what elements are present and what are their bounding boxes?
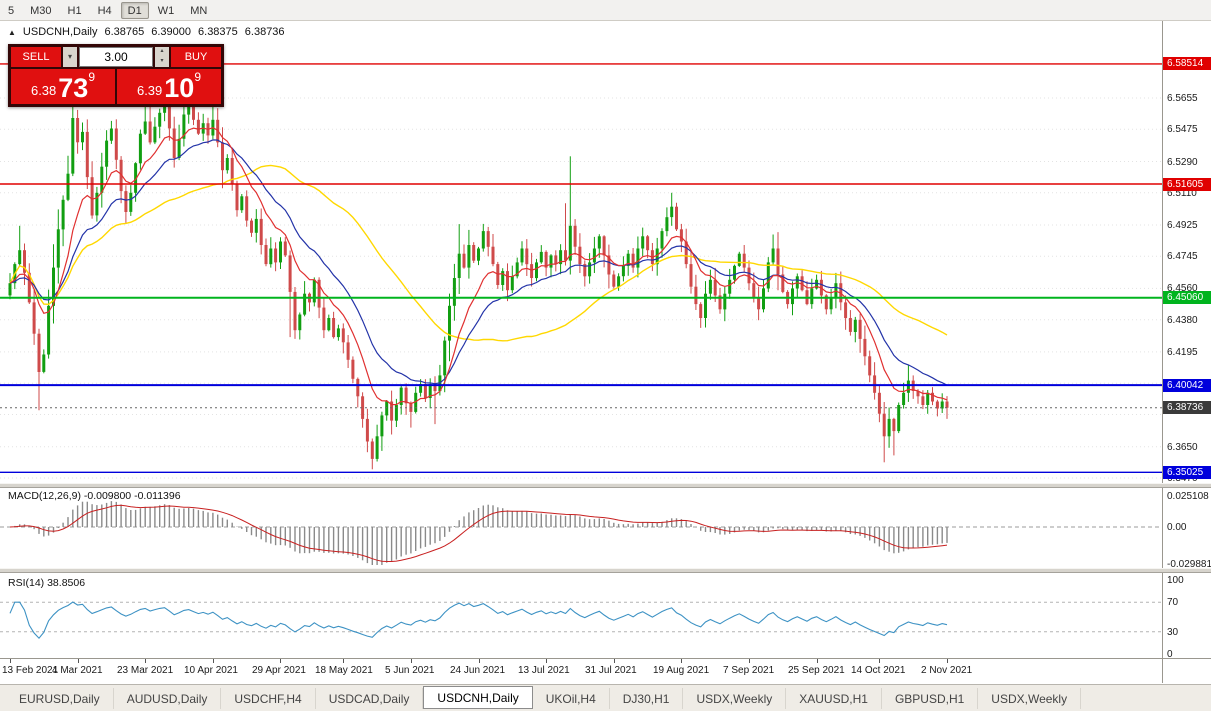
macd-signal-line <box>9 504 948 562</box>
timeframe-button-5[interactable]: 5 <box>8 4 15 17</box>
sell-button[interactable]: SELL <box>11 47 61 67</box>
price-axis-separator <box>1162 21 1163 683</box>
volume-step-up-icon[interactable]: ▴ <box>155 47 169 57</box>
chart-tab-dj30-h1[interactable]: DJ30,H1 <box>610 688 684 709</box>
chart-title: USDCNH,Daily <box>22 26 98 38</box>
chart-ohlc-header: ▲ USDCNH,Daily 6.38765 6.39000 6.38375 6… <box>8 26 285 38</box>
chart-tab-bar: EURUSD,Daily AUDUSD,Daily USDCHF,H4 USDCAD,… <box>0 684 1211 711</box>
ma-line-fast-red <box>9 127 948 406</box>
volume-stepper: ▴ ▾ <box>155 47 169 67</box>
chart-tab-xauusd-h1[interactable]: XAUUSD,H1 <box>786 688 882 709</box>
ask-price-pips: 10 <box>164 73 195 103</box>
ohlc-low: 6.38375 <box>198 26 238 38</box>
timeframe-button-h4[interactable]: H4 <box>97 4 112 17</box>
timeframe-button-mn[interactable]: MN <box>190 4 208 17</box>
date-axis-line <box>0 658 1211 659</box>
macd-histogram <box>14 501 948 565</box>
panel-collapse-icon[interactable]: ▲ <box>8 27 16 37</box>
timeframe-button-w1[interactable]: W1 <box>157 4 175 17</box>
ask-price-point: 9 <box>194 70 202 84</box>
chart-tab-usdcad-daily[interactable]: USDCAD,Daily <box>316 688 424 709</box>
chart-tab-usdcnh-daily[interactable]: USDCNH,Daily <box>423 686 533 709</box>
chart-tab-gbpusd-h1[interactable]: GBPUSD,H1 <box>882 688 979 709</box>
ma-line-medium-blue <box>9 139 948 386</box>
timeframe-button-h1[interactable]: H1 <box>67 4 82 17</box>
volume-dropdown-icon[interactable]: ▾ <box>63 47 77 67</box>
volume-input[interactable] <box>79 47 153 67</box>
ask-price-prefix: 6.39 <box>136 83 163 98</box>
ohlc-close: 6.38736 <box>244 26 285 38</box>
ask-price-box[interactable]: 6.39 10 9 <box>117 69 221 104</box>
timeframe-toolbar: 5 M30 H1 H4 D1 W1 MN <box>0 0 1211 21</box>
chart-tab-usdx-weekly[interactable]: USDX,Weekly <box>978 688 1082 709</box>
bid-price-pips: 73 <box>58 73 89 103</box>
candlesticks <box>8 79 949 470</box>
panel-splitter-macd[interactable] <box>0 483 1211 488</box>
ohlc-high: 6.39000 <box>151 26 192 38</box>
ma-line-slow-yellow <box>9 164 948 342</box>
macd-indicator-label: MACD(12,26,9) -0.009800 -0.011396 <box>8 490 181 502</box>
bid-price-point: 9 <box>88 70 96 84</box>
gridlines <box>0 97 1162 479</box>
bid-price-prefix: 6.38 <box>30 83 57 98</box>
buy-button[interactable]: BUY <box>171 47 221 67</box>
rsi-line <box>9 601 948 640</box>
chart-tab-audusd-daily[interactable]: AUDUSD,Daily <box>114 688 222 709</box>
timeframe-button-d1[interactable]: D1 <box>120 1 149 19</box>
volume-step-down-icon[interactable]: ▾ <box>155 57 169 67</box>
ohlc-open: 6.38765 <box>104 26 145 38</box>
timeframe-button-m30[interactable]: M30 <box>30 4 52 17</box>
rsi-indicator-label: RSI(14) 38.8506 <box>8 577 86 589</box>
panel-splitter-rsi[interactable] <box>0 568 1211 573</box>
chart-tab-eurusd-daily[interactable]: EURUSD,Daily <box>6 688 114 709</box>
bid-price-box[interactable]: 6.38 73 9 <box>11 69 115 104</box>
one-click-trading-panel: SELL ▾ ▴ ▾ BUY 6.38 73 9 6.39 10 9 <box>8 44 224 107</box>
chart-tab-ukoil-h4[interactable]: UKOil,H4 <box>533 688 610 709</box>
chart-tab-usdchf-h4[interactable]: USDCHF,H4 <box>221 688 316 709</box>
chart-tab-usdx-weekly[interactable]: USDX,Weekly <box>683 688 787 709</box>
